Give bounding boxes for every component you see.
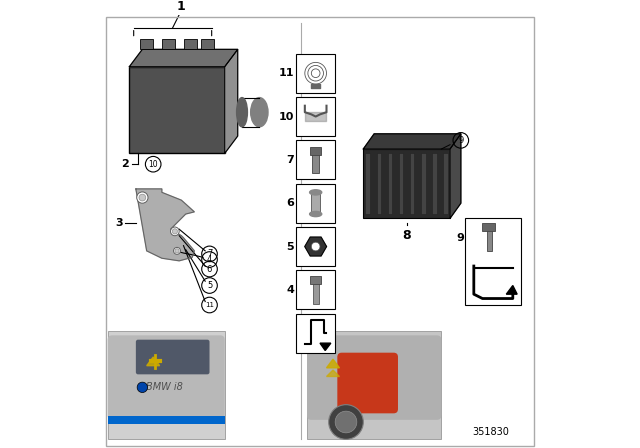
Text: 7: 7 (207, 250, 212, 258)
FancyBboxPatch shape (296, 227, 335, 266)
Bar (312, 283, 319, 304)
FancyBboxPatch shape (465, 218, 522, 305)
Bar (376, 153, 381, 214)
Text: 4: 4 (207, 255, 212, 264)
FancyBboxPatch shape (184, 39, 196, 49)
Text: 4: 4 (286, 285, 294, 295)
Text: 8: 8 (403, 229, 411, 242)
FancyBboxPatch shape (140, 39, 153, 49)
Circle shape (329, 405, 364, 439)
FancyBboxPatch shape (337, 353, 398, 414)
Polygon shape (326, 359, 339, 368)
Bar (311, 191, 320, 214)
Text: BMW i8: BMW i8 (145, 382, 182, 392)
Circle shape (173, 247, 180, 254)
FancyBboxPatch shape (296, 54, 335, 93)
Circle shape (137, 192, 148, 203)
Text: 5: 5 (207, 281, 212, 290)
Polygon shape (450, 134, 461, 218)
FancyBboxPatch shape (483, 223, 495, 231)
Ellipse shape (310, 190, 322, 195)
FancyBboxPatch shape (136, 340, 209, 375)
Circle shape (311, 242, 320, 251)
FancyBboxPatch shape (310, 147, 321, 155)
FancyBboxPatch shape (364, 149, 450, 218)
Ellipse shape (310, 211, 322, 217)
Circle shape (172, 229, 177, 234)
Circle shape (335, 411, 357, 433)
Circle shape (175, 249, 179, 253)
Bar (444, 153, 448, 214)
Text: 10: 10 (278, 112, 294, 121)
Circle shape (139, 194, 146, 201)
Bar (388, 153, 392, 214)
Bar (487, 229, 492, 251)
FancyBboxPatch shape (162, 39, 175, 49)
FancyBboxPatch shape (296, 270, 335, 310)
Polygon shape (320, 343, 331, 350)
Polygon shape (136, 189, 195, 261)
Text: 11: 11 (278, 68, 294, 78)
Text: 2: 2 (122, 159, 129, 169)
Text: 3: 3 (115, 218, 123, 228)
FancyBboxPatch shape (201, 39, 214, 49)
Polygon shape (305, 237, 326, 256)
Text: 7: 7 (286, 155, 294, 165)
Text: 9: 9 (456, 233, 464, 243)
Bar (108, 416, 225, 424)
FancyBboxPatch shape (108, 331, 225, 439)
Circle shape (170, 227, 179, 236)
FancyBboxPatch shape (129, 67, 225, 153)
Text: 6: 6 (286, 198, 294, 208)
Text: 5: 5 (286, 241, 294, 251)
Text: 9: 9 (458, 136, 463, 145)
Polygon shape (147, 357, 160, 366)
FancyBboxPatch shape (296, 314, 335, 353)
Ellipse shape (251, 98, 268, 127)
FancyBboxPatch shape (108, 336, 225, 420)
Bar (365, 153, 370, 214)
FancyBboxPatch shape (296, 97, 335, 136)
Text: 6: 6 (207, 265, 212, 274)
Circle shape (137, 382, 148, 392)
Polygon shape (225, 49, 237, 153)
FancyBboxPatch shape (307, 331, 442, 439)
Bar (433, 153, 436, 214)
Polygon shape (506, 285, 517, 294)
Text: 10: 10 (148, 159, 158, 169)
Bar (399, 153, 403, 214)
Bar (410, 153, 414, 214)
Bar (312, 153, 319, 173)
Polygon shape (129, 49, 237, 67)
FancyBboxPatch shape (296, 140, 335, 179)
Text: 351830: 351830 (473, 427, 509, 437)
Polygon shape (364, 134, 461, 149)
FancyBboxPatch shape (307, 336, 442, 420)
Bar (421, 153, 426, 214)
Polygon shape (326, 370, 339, 376)
Text: 11: 11 (205, 302, 214, 308)
Ellipse shape (237, 98, 248, 127)
FancyBboxPatch shape (310, 276, 321, 284)
Text: 1: 1 (177, 0, 186, 13)
FancyBboxPatch shape (296, 184, 335, 223)
